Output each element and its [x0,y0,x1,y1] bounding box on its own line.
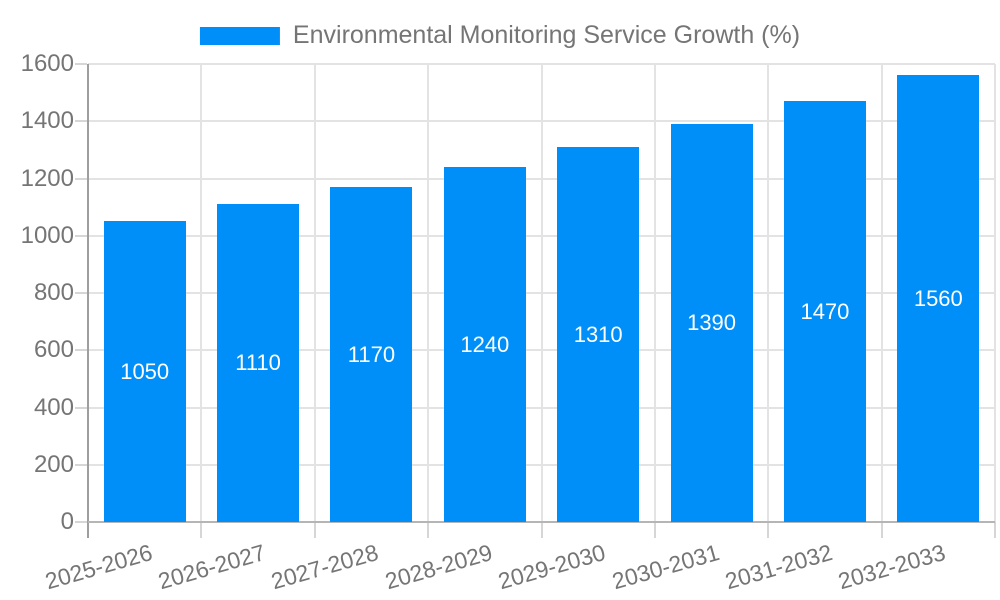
bar-value-label: 1050 [120,358,170,384]
plot-area: 1050 1110 1170 1240 1310 1390 1470 1560 [75,63,996,538]
x-tick [200,522,203,538]
v-gridline [880,64,883,522]
bar-value-label: 1560 [913,285,963,311]
y-tick [75,406,87,409]
v-gridline [313,64,316,522]
x-axis-label: 2029-2030 [495,539,609,595]
v-gridline [994,64,996,522]
y-tick [75,177,87,180]
bar [330,187,413,522]
bar [670,124,753,522]
v-gridline [653,64,656,522]
v-gridline [540,64,543,522]
x-axis-label: 2026-2027 [155,539,269,595]
bar-value-label: 1110 [235,350,281,376]
y-axis-label: 1600 [20,50,74,77]
bar-value-label: 1310 [573,321,623,347]
v-gridline [427,64,430,522]
x-axis-label: 2031-2032 [722,539,836,595]
y-axis-label: 600 [33,336,74,364]
x-axis-label: 2025-2026 [41,539,155,595]
y-tick [75,234,87,237]
y-axis-label: 800 [33,279,74,306]
y-tick [75,63,87,65]
y-axis-label: 400 [33,393,74,421]
legend-label: Environmental Monitoring Service Growth … [292,21,801,49]
x-axis-label: 2027-2028 [268,539,382,595]
y-axis-label: 1200 [20,164,74,192]
bar [783,101,866,522]
x-tick [313,522,316,538]
bar-value-label: 1170 [347,341,396,367]
v-gridline [767,64,770,522]
x-tick [427,522,430,538]
bar [103,221,186,522]
y-axis-label: 1000 [20,221,74,249]
x-axis-label: 2028-2029 [382,539,495,595]
y-tick [75,120,87,123]
v-gridline [200,64,203,522]
x-axis-line [88,521,995,523]
y-axis-label: 1400 [20,107,74,135]
bar [217,204,300,522]
x-tick [880,522,883,538]
x-tick [653,522,656,538]
y-axis-label: 200 [33,450,74,478]
bar [897,75,980,522]
bar [557,147,640,522]
bar-value-label: 1470 [800,298,850,324]
y-tick [75,521,87,523]
x-axis-label: 2032-2033 [835,539,949,595]
y-axis-line [87,64,89,538]
y-tick [75,349,87,352]
legend-swatch [199,26,280,45]
x-axis-label: 2030-2031 [608,539,722,595]
bar-value-label: 1390 [687,310,737,336]
bar-value-label: 1240 [460,331,510,357]
x-tick [540,522,543,538]
y-tick [75,463,87,466]
x-tick [994,522,996,538]
x-tick [767,522,770,538]
bar [443,167,526,522]
y-axis-label: 0 [60,508,74,535]
chart-legend: Environmental Monitoring Service Growth … [199,21,801,50]
y-tick [75,292,87,294]
